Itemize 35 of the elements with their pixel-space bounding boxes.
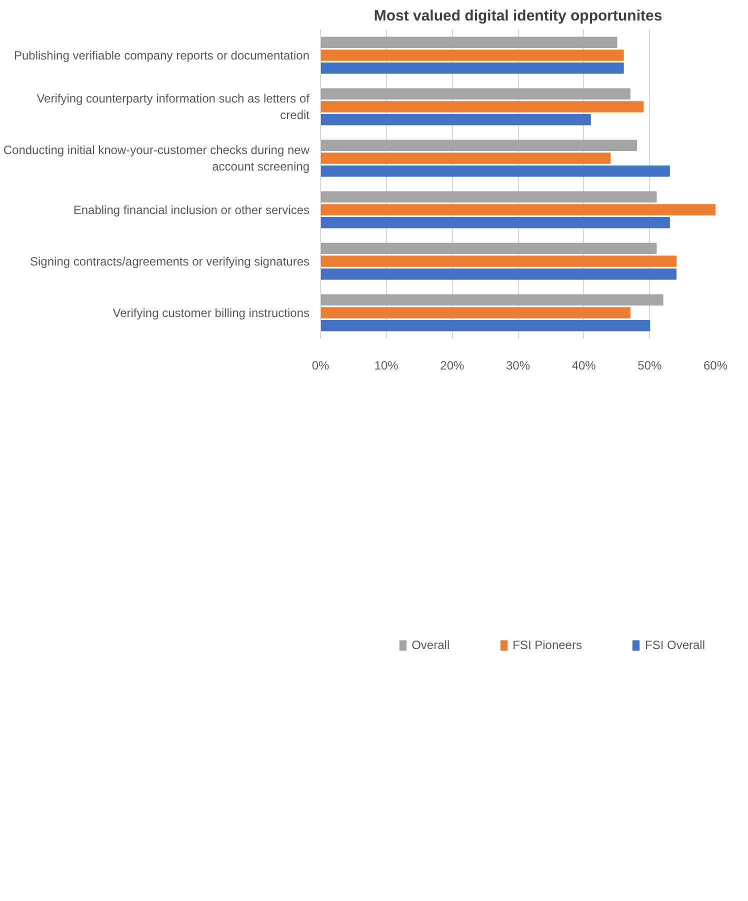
bar: [320, 268, 676, 280]
y-tick-label: Signing contracts/agreements or verifying signatures: [30, 254, 310, 268]
x-tick-label: 50%: [638, 358, 662, 372]
bar: [320, 114, 591, 126]
bar: [320, 256, 676, 267]
x-tick-label: 10%: [374, 358, 399, 372]
legend-label: Overall: [412, 638, 450, 652]
x-tick-label: 0%: [312, 358, 330, 372]
bar: [320, 36, 618, 48]
y-tick-label: Enabling financial inclusion or other services: [73, 202, 310, 217]
bar: [320, 152, 611, 164]
y-tick-label: Publishing verifiable company reports or documentation: [14, 48, 310, 62]
bar: [320, 62, 624, 74]
bar: [320, 320, 650, 332]
bar: [320, 50, 624, 61]
bar: [320, 242, 657, 254]
y-tick-label: Verifying counterparty information such as letters of credit: [36, 91, 310, 122]
y-tick-label: Verifying customer billing instructions: [112, 306, 310, 320]
bar: [320, 307, 630, 318]
legend-label: FSI Pioneers: [512, 638, 582, 652]
x-tick-label: 20%: [440, 358, 465, 372]
y-tick-label: Conducting initial know-your-customer checks during new account screening: [3, 142, 310, 174]
bar: [320, 191, 657, 203]
bar: [320, 216, 670, 228]
chart-title: Most valued digital identity opportunites: [374, 8, 662, 24]
bar: [320, 165, 670, 177]
bar: [320, 88, 630, 100]
bar: [320, 101, 644, 112]
bar: [320, 140, 637, 152]
bar: [320, 294, 664, 306]
x-tick-label: 60%: [703, 358, 728, 372]
legend-label: FSI Overall: [644, 638, 705, 652]
x-tick-label: 30%: [506, 358, 530, 372]
x-tick-label: 40%: [572, 358, 596, 372]
bar: [320, 204, 716, 216]
